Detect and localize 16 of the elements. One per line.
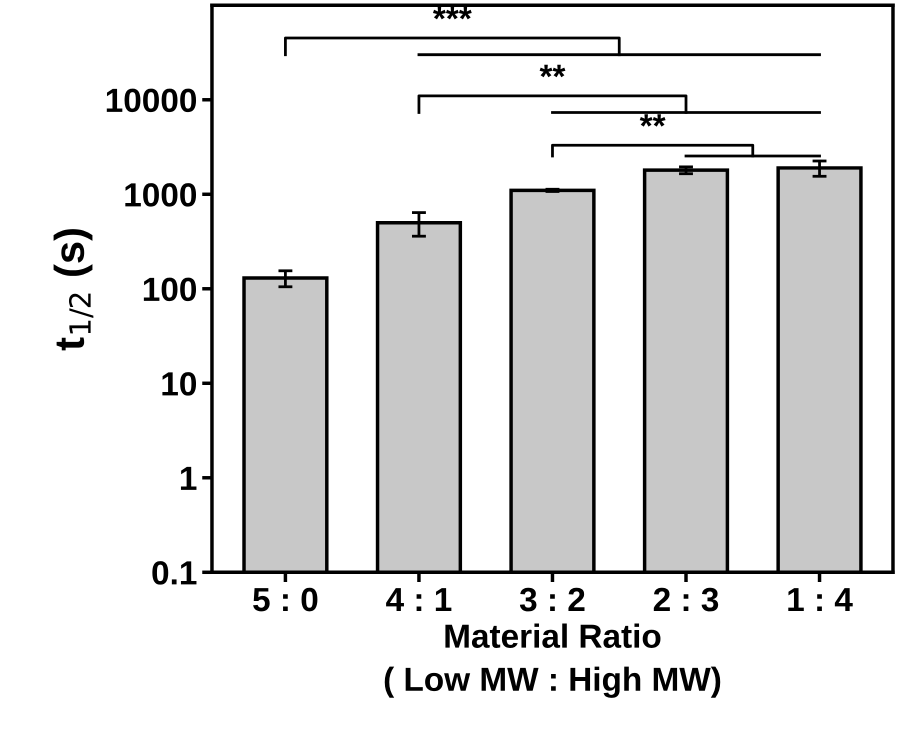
x-tick-label: 2 : 3 bbox=[654, 588, 718, 612]
y-tick-label: 100 bbox=[144, 278, 196, 302]
x-tick-label: 5 : 0 bbox=[253, 588, 318, 612]
y-tick-label: 1 bbox=[180, 466, 196, 490]
x-tick-label: 4 : 1 bbox=[386, 588, 452, 612]
annotation: ** bbox=[540, 64, 566, 78]
annotation: *** bbox=[432, 6, 472, 20]
y-tick-label: 0.1 bbox=[152, 561, 196, 585]
x-tick-label: 1 : 4 bbox=[788, 588, 853, 612]
x-tick-label: 3 : 2 bbox=[520, 588, 584, 612]
y-tick-label: 10 bbox=[162, 372, 196, 396]
y-tick-label: 1000 bbox=[125, 183, 196, 207]
y-axis-title: t$_{1/2}$ (s) bbox=[54, 229, 94, 350]
x-axis-title: Material Ratio ( Low MW : High MW) bbox=[384, 623, 720, 698]
annotation: ** bbox=[640, 114, 666, 127]
y-tick-label: 10000 bbox=[106, 88, 196, 112]
